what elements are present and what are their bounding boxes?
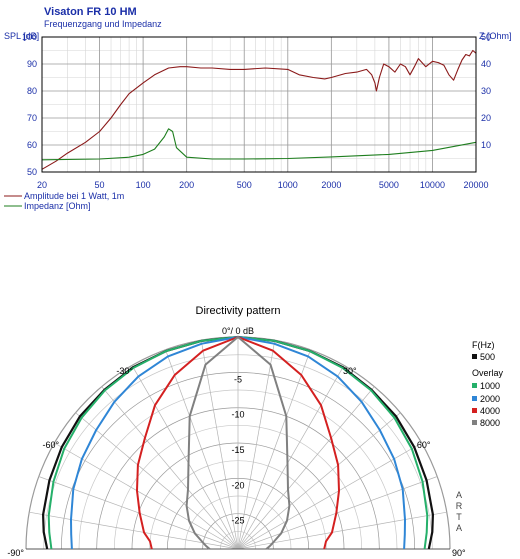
polar-spoke xyxy=(131,365,239,550)
y-right-tick-label: 30 xyxy=(481,86,491,96)
legend-label-4000: 4000 xyxy=(480,406,500,416)
radial-tick-label: -5 xyxy=(234,374,242,384)
y-right-tick-label: 50 xyxy=(481,32,491,42)
legend-swatch-8000 xyxy=(472,420,477,425)
y-right-tick-label: 20 xyxy=(481,113,491,123)
polar-title: Directivity pattern xyxy=(196,305,281,317)
angle-label: -60° xyxy=(42,440,59,450)
watermark-letter: A xyxy=(456,490,462,500)
legend-swatch-2000 xyxy=(472,396,477,401)
x-tick-label: 1000 xyxy=(278,180,298,190)
polar-series-8000 xyxy=(185,336,291,550)
legend-label-1000: 1000 xyxy=(480,381,500,391)
x-tick-label: 10000 xyxy=(420,180,445,190)
x-tick-label: 500 xyxy=(237,180,252,190)
polar-spoke xyxy=(237,386,375,550)
radial-tick-label: -20 xyxy=(231,480,244,490)
chart-subtitle: Frequenzgang und Impedanz xyxy=(44,19,162,29)
frequency-series xyxy=(41,49,477,170)
y-axis-right-label: Z [Ohm] xyxy=(479,31,512,41)
polar-grid xyxy=(25,336,451,550)
y-left-tick-label: 60 xyxy=(27,140,37,150)
polar-spoke xyxy=(237,349,311,550)
polar-spoke xyxy=(54,442,239,550)
series-line-impedance xyxy=(41,128,477,161)
x-tick-label: 50 xyxy=(95,180,105,190)
legend-label-500: 500 xyxy=(480,352,495,362)
y-axis-left-label: SPL [dB] xyxy=(4,31,39,41)
angle-label-0: 0°/ 0 dB xyxy=(222,326,254,336)
polar-spoke xyxy=(101,386,239,550)
watermark-letter: A xyxy=(456,523,462,533)
polar-spoke xyxy=(165,349,239,550)
watermark-letter: R xyxy=(456,501,463,511)
y-right-tick-label: 10 xyxy=(481,140,491,150)
watermark-letter: T xyxy=(456,512,462,522)
polar-spoke xyxy=(237,365,345,550)
legend-label-2000: 2000 xyxy=(480,394,500,404)
y-right-tick-label: 40 xyxy=(481,59,491,69)
frequency-legend: Amplitude bei 1 Watt, 1m Impedanz [Ohm] xyxy=(4,191,124,211)
polar-spoke xyxy=(75,412,239,550)
legend-swatch-500 xyxy=(472,354,477,359)
x-tick-label: 5000 xyxy=(379,180,399,190)
y-left-tick-label: 90 xyxy=(27,59,37,69)
frequency-ticks: 20 50 100 200 500 1000 2000 5000 10000 2000050607… xyxy=(22,32,491,190)
frequency-plot-frame xyxy=(41,36,477,173)
angle-label-minus-90: -90° xyxy=(7,548,24,558)
legend-header-overlay: Overlay xyxy=(472,368,504,378)
legend-label-impedance: Impedanz [Ohm] xyxy=(24,201,91,211)
frequency-response-chart: Visaton FR 10 HM Frequenzgang und Impeda… xyxy=(4,6,512,211)
series-line-amplitude xyxy=(41,49,477,170)
angle-label: 60° xyxy=(417,440,431,450)
radial-tick-label: -10 xyxy=(231,410,244,420)
x-tick-label: 100 xyxy=(136,180,151,190)
polar-spoke xyxy=(200,340,239,550)
polar-legend: F(Hz) 500 Overlay 1000 2000 4000 8000 xyxy=(472,340,504,428)
x-tick-label: 200 xyxy=(179,180,194,190)
y-left-tick-label: 70 xyxy=(27,113,37,123)
radial-tick-label: -15 xyxy=(231,445,244,455)
angle-label-90: 90° xyxy=(452,548,466,558)
polar-spoke xyxy=(237,340,276,550)
polar-series xyxy=(41,335,434,550)
x-tick-label: 20000 xyxy=(463,180,488,190)
legend-swatch-1000 xyxy=(472,383,477,388)
y-left-tick-label: 100 xyxy=(22,32,37,42)
legend-label-8000: 8000 xyxy=(480,418,500,428)
y-left-tick-label: 50 xyxy=(27,167,37,177)
legend-swatch-4000 xyxy=(472,408,477,413)
directivity-chart: Directivity pattern -5 -10 -15 -20 -25 0°/ 0 … xyxy=(7,305,503,558)
chart-title: Visaton FR 10 HM xyxy=(44,6,137,18)
polar-spoke xyxy=(38,476,239,550)
angle-label: -30° xyxy=(116,366,133,376)
legend-header-frequency: F(Hz) xyxy=(472,340,495,350)
y-left-tick-label: 80 xyxy=(27,86,37,96)
polar-spoke xyxy=(237,476,438,550)
angle-label: 30° xyxy=(343,366,357,376)
radial-tick-label: -25 xyxy=(231,516,244,526)
x-tick-label: 2000 xyxy=(321,180,341,190)
polar-labels: -5 -10 -15 -20 -25 0°/ 0 dB -30° 30° -60° 60° -90°… xyxy=(7,326,466,558)
legend-label-amplitude: Amplitude bei 1 Watt, 1m xyxy=(24,191,124,201)
polar-spoke xyxy=(237,442,422,550)
x-tick-label: 20 xyxy=(37,180,47,190)
polar-spoke xyxy=(237,412,401,550)
frequency-grid xyxy=(41,37,477,172)
